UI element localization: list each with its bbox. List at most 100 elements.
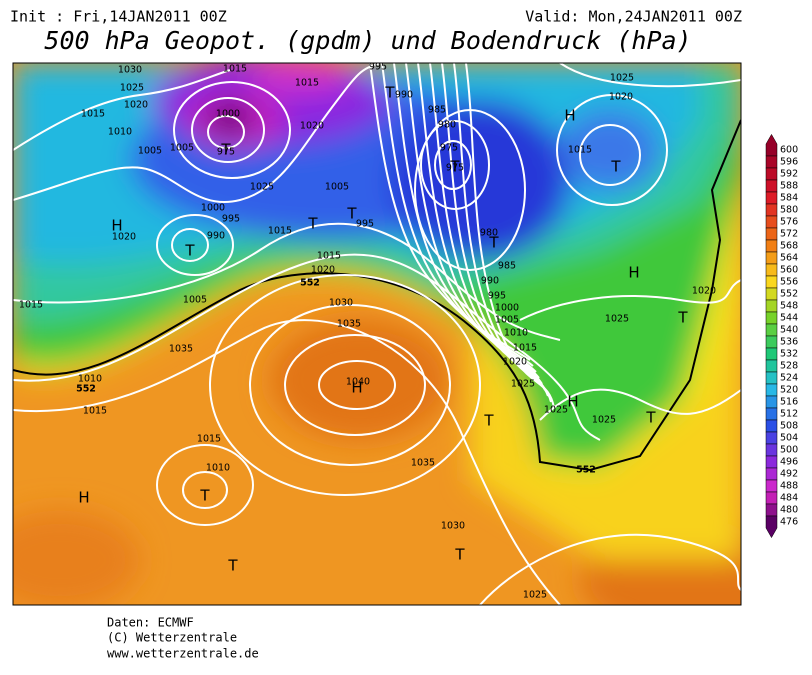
pressure-label: 1005 <box>495 315 519 326</box>
colorbar-label: 532 <box>780 349 798 360</box>
contour-label: 552 <box>576 465 596 476</box>
pressure-label: 1025 <box>605 314 629 325</box>
colorbar-cell <box>765 155 778 169</box>
pressure-center: T <box>677 309 688 327</box>
colorbar-label: 516 <box>780 397 798 408</box>
colorbar-label: 588 <box>780 181 798 192</box>
pressure-center: T <box>346 205 357 223</box>
isobar <box>369 63 531 361</box>
pressure-center: H <box>564 107 575 125</box>
colorbar-label: 496 <box>780 457 798 468</box>
colorbar-label: 492 <box>780 469 798 480</box>
colorbar-cell <box>765 503 778 517</box>
pressure-label: 1035 <box>169 344 193 355</box>
colorbar-cell <box>765 311 778 325</box>
colorbar-label: 548 <box>780 301 798 312</box>
colorbar-label: 536 <box>780 337 798 348</box>
pressure-center: H <box>351 379 362 397</box>
valid-time: Valid: Mon,24JAN2011 00Z <box>525 8 742 26</box>
colorbar-label: 480 <box>780 505 798 516</box>
pressure-center: T <box>384 84 395 102</box>
colorbar-cell <box>765 203 778 217</box>
pressure-label: 1000 <box>201 203 225 214</box>
pressure-label: 1010 <box>206 463 230 474</box>
colorbar-cell <box>765 275 778 289</box>
footer-line: Daten: ECMWF <box>107 616 194 630</box>
pressure-label: 1020 <box>112 232 136 243</box>
colorbar-label: 592 <box>780 169 798 180</box>
pressure-label: 1015 <box>197 434 221 445</box>
colorbar-label: 568 <box>780 241 798 252</box>
pressure-label: 1025 <box>250 182 274 193</box>
colorbar-cell <box>765 227 778 241</box>
pressure-label: 1015 <box>317 251 341 262</box>
colorbar-cell <box>765 431 778 445</box>
pressure-label: 980 <box>480 228 498 239</box>
pressure-label: 1005 <box>170 143 194 154</box>
pressure-label: 985 <box>498 261 516 272</box>
colorbar-cell <box>765 191 778 205</box>
isobar <box>417 63 543 385</box>
pressure-label: 1020 <box>503 357 527 368</box>
colorbar-label: 488 <box>780 481 798 492</box>
pressure-label: 1020 <box>311 265 335 276</box>
colorbar-cell <box>765 167 778 181</box>
colorbar-label: 540 <box>780 325 798 336</box>
map-title: 500 hPa Geopot. (gpdm) und Bodendruck (h… <box>44 26 691 55</box>
pressure-label: 1020 <box>300 121 324 132</box>
pressure-label: 1020 <box>124 100 148 111</box>
colorbar-cell <box>765 359 778 373</box>
pressure-label: 1020 <box>692 286 716 297</box>
map-area: 1030 101510159959901025102510201015101010… <box>13 63 741 605</box>
pressure-label: 990 <box>395 90 413 101</box>
colorbar-cell <box>765 491 778 505</box>
colorbar-label: 484 <box>780 493 798 504</box>
pressure-label: 990 <box>481 276 499 287</box>
pressure-label: 1015 <box>513 343 537 354</box>
pressure-label: 1010 <box>504 328 528 339</box>
pressure-label: 1020 <box>609 92 633 103</box>
colorbar-cell <box>765 443 778 457</box>
contour-label: 552 <box>300 278 320 289</box>
pressure-center: T <box>610 158 621 176</box>
pressure-label: 1035 <box>411 458 435 469</box>
colorbar-label: 600 <box>780 145 798 156</box>
colorbar-cell <box>765 299 778 313</box>
pressure-label: 1005 <box>138 146 162 157</box>
pressure-label: 980 <box>438 120 456 131</box>
isobar <box>453 63 552 403</box>
isobar <box>441 63 549 397</box>
pressure-center: H <box>78 489 89 507</box>
colorbar-cell <box>765 347 778 361</box>
pressure-center: H <box>628 264 639 282</box>
pressure-label: 1035 <box>337 319 361 330</box>
colorbar-label: 476 <box>780 517 798 528</box>
colorbar-label: 524 <box>780 373 798 384</box>
colorbar-cell <box>765 133 778 157</box>
colorbar-label: 512 <box>780 409 798 420</box>
map-frame <box>12 62 742 606</box>
pressure-label: 975 <box>440 143 458 154</box>
pressure-label: 1015 <box>295 78 319 89</box>
colorbar-cell <box>765 419 778 433</box>
colorbar-cell <box>765 179 778 193</box>
pressure-center: T <box>307 215 318 233</box>
colorbar-label: 520 <box>780 385 798 396</box>
isobar <box>393 63 537 373</box>
contour-label: 552 <box>76 384 96 395</box>
pressure-center: T <box>488 234 499 252</box>
colorbar-cell <box>765 467 778 481</box>
colorbar-cell <box>765 395 778 409</box>
pressure-center: T <box>184 242 195 260</box>
pressure-label: 1015 <box>223 64 247 75</box>
colorbar-cell <box>765 263 778 277</box>
colorbar: 6005965925885845805765725685645605565525… <box>765 133 798 539</box>
colorbar-cell <box>765 251 778 265</box>
colorbar-label: 508 <box>780 421 798 432</box>
colorbar-label: 560 <box>780 265 798 276</box>
colorbar-label: 572 <box>780 229 798 240</box>
pressure-label: 1025 <box>511 379 535 390</box>
pressure-label: 1000 <box>216 109 240 120</box>
colorbar-label: 500 <box>780 445 798 456</box>
